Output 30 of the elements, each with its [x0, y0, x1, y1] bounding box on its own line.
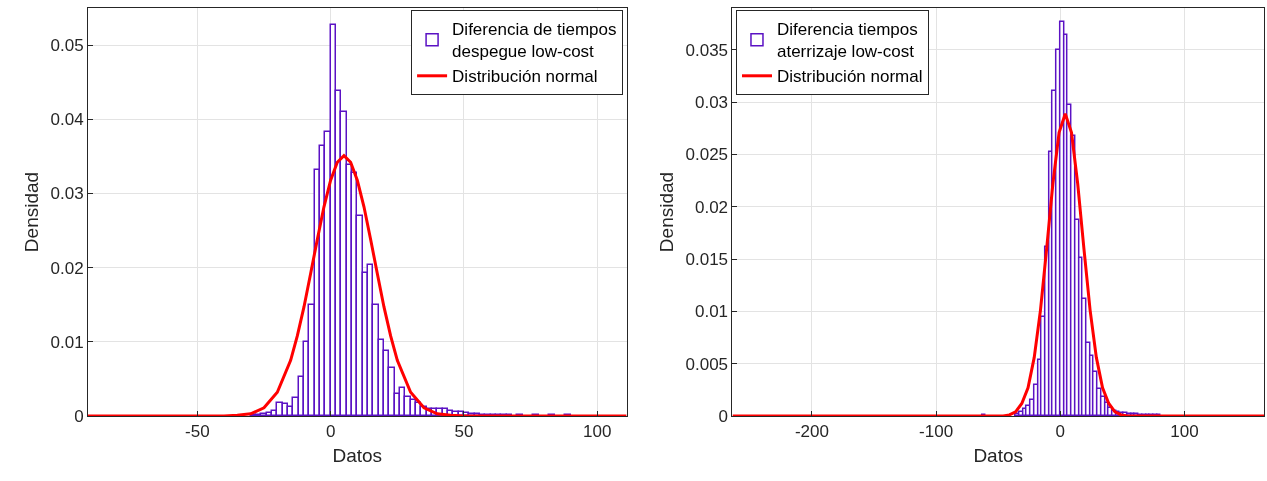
y-axis-title: Densidad: [21, 171, 43, 253]
x-axis-title: Datos: [973, 445, 1024, 467]
legend-label: Distribución normal: [452, 67, 598, 87]
y-tick-label: 0.03: [694, 93, 729, 113]
x-tick-label: 50: [454, 422, 474, 442]
x-tick-label: -100: [919, 422, 954, 442]
y-tick-label: 0.01: [50, 332, 84, 352]
x-tick-label: 100: [583, 422, 612, 442]
legend-label: Distribución normal: [776, 67, 923, 87]
y-tick-label: 0.025: [685, 145, 729, 165]
y-tick-label: 0.035: [685, 40, 729, 60]
y-tick-label: 0.05: [50, 36, 84, 56]
x-tick-label: -50: [185, 422, 210, 442]
y-tick-label: 0.01: [694, 302, 729, 322]
y-tick-label: 0.02: [694, 197, 729, 217]
y-axis-title: Densidad: [656, 171, 678, 253]
x-tick-label: -200: [794, 422, 829, 442]
y-tick-label: 0: [718, 406, 729, 426]
legend-label: Diferencia tiempos aterrizaje low-cost: [776, 20, 918, 62]
legend-label: Diferencia de tiempos despegue low-cost: [452, 20, 617, 62]
y-tick-label: 0.04: [50, 110, 84, 130]
y-tick-label: 0.03: [50, 184, 84, 204]
y-tick-label: 0.015: [685, 250, 729, 270]
y-tick-label: 0.005: [685, 354, 729, 374]
x-tick-label: 0: [325, 422, 336, 442]
x-axis-title: Datos: [332, 445, 383, 467]
x-tick-label: 0: [1055, 422, 1066, 442]
x-tick-label: 100: [1170, 422, 1199, 442]
y-tick-label: 0: [74, 406, 84, 426]
y-tick-label: 0.02: [50, 258, 84, 278]
